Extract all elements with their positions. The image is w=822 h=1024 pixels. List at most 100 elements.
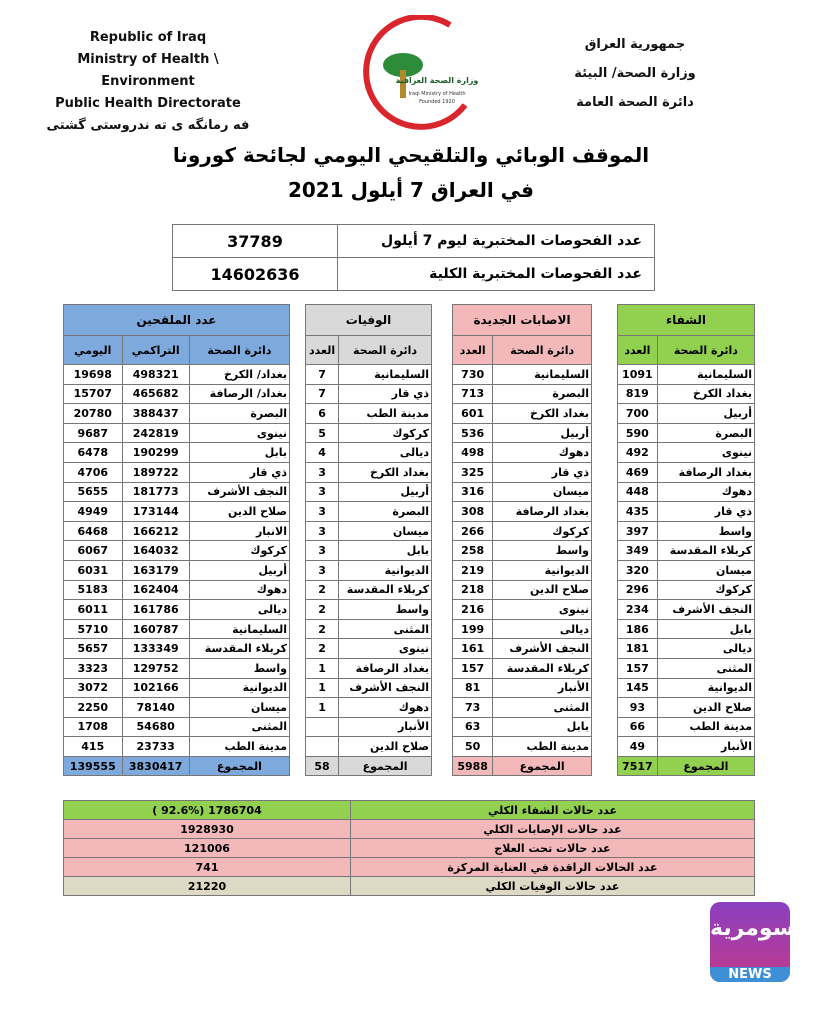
header-line: جمهورية العراق [584,37,686,52]
cell-name: ديالى [492,618,592,640]
cell-number: 536 [451,422,494,444]
logo: وزارة الصحة العراقية Iraqi Ministry of H… [363,15,478,130]
cell-number: 216 [451,599,494,620]
panel-total-row: المجموع 3830417 139555 [63,755,291,777]
cell-number: 5655 [63,481,123,503]
cell-number: 186 [617,618,658,640]
cell-number: 3072 [63,677,123,699]
panel-row: صلاح الدين 173144 4949 [63,501,291,522]
cell-number: 2 [304,638,340,659]
cell-name: الديوانية [656,677,756,699]
cell-number: 819 [617,383,658,405]
panel-row: بغداد/ الرصافة 465682 15707 [63,383,291,405]
cell-number: 3 [304,559,340,581]
cell-number: 6011 [63,599,123,620]
cell-name: ذي قار [188,461,291,483]
panel-title: عدد الملقحين [63,304,290,336]
cell-name: دهوك [338,697,432,718]
cell-name: بغداد الرصافة [492,501,592,522]
cell-number: 23733 [121,736,190,757]
cell-number: 49 [617,736,658,757]
panel-row: أربيل 163179 6031 [63,559,291,581]
cell-number: 242819 [121,422,190,444]
panel-row: كركوك 296 [617,579,756,601]
cell-number: 50 [451,736,494,757]
cell-number: 308 [451,501,494,522]
panel-row: نينوى 242819 9687 [63,422,291,444]
column-header: العدد [451,335,494,365]
cell-name: الديوانية [338,559,432,581]
summary-label: عدد الحالات الراقدة في العناية المركزة [350,857,755,877]
cell-name: المثنى [338,618,432,640]
total-cell: 3830417 [121,755,190,777]
cell-number: 2 [304,618,340,640]
panel-total-row: المجموع 5988 [451,755,592,777]
cell-number: 266 [451,520,494,542]
title: في العراق 7 أيلول 2021 [287,178,535,202]
cell-number: 9687 [63,422,123,444]
cell-number: 465682 [121,383,190,405]
cell-number: 5 [304,422,340,444]
cell-name: بابل [492,716,592,738]
summary-row: عدد الحالات الراقدة في العناية المركزة 74… [63,857,755,877]
column-header: اليومي [63,335,123,365]
cell-number: 66 [617,716,658,738]
panel-title: الوفيات [305,304,432,336]
panel-row: البصرة 590 [617,422,756,444]
cell-name: ذي قار [492,461,592,483]
cell-name: ميسان [492,481,592,503]
panel-row: دهوك 448 [617,481,756,503]
total-cell: 7517 [617,755,658,777]
panel-row: كربلاء المقدسة 157 [451,657,592,679]
cell-name: النجف الأشرف [492,638,592,659]
tests-value: 14602636 [172,257,338,291]
cell-name: بغداد الكرخ [338,461,432,483]
cell-number: 164032 [121,540,190,561]
cell-number: 166212 [121,520,190,542]
panel-row: الديوانية 145 [617,677,756,699]
cell-name: مدينة الطب [656,716,756,738]
panel-row: البصرة 388437 20780 [63,403,291,424]
cell-number: 81 [451,677,494,699]
cell-number: 1708 [63,716,123,738]
panel-row: بغداد الكرخ 819 [617,383,756,405]
cell-name: نينوى [338,638,432,659]
cell-name: أربيل [188,559,291,581]
cell-number: 5657 [63,638,123,659]
header-line: Public Health Directorate [55,96,241,111]
panel-row: ميسان 3 [304,520,432,542]
column-header: دائرة الصحة [656,335,756,365]
column-header: دائرة الصحة [492,335,592,365]
cell-name: دهوك [656,481,756,503]
cell-name: السليمانية [188,618,291,640]
cell-number: 3 [304,481,340,503]
tests-table: عدد الفحوصات المختبرية ليوم 7 أيلول 37789… [172,224,655,291]
total-cell: المجموع [188,755,291,777]
cell-number: 6067 [63,540,123,561]
cell-number: 157 [617,657,658,679]
panel-row: النجف الأشرف 1 [304,677,432,699]
panel-row: كربلاء المقدسة 349 [617,540,756,561]
cell-number: 325 [451,461,494,483]
panel-row: المثنى 54680 1708 [63,716,291,738]
panel-row: دهوك 162404 5183 [63,579,291,601]
summary-label: عدد حالات الإصابات الكلي [350,819,755,839]
cell-number: 173144 [121,501,190,522]
panel-row: النجف الأشرف 234 [617,599,756,620]
panel-total-row: المجموع 58 [304,755,432,777]
cell-name: البصرة [188,403,291,424]
panel-table: الوفيات دائرة الصحة العدد السليمانية 7 ذي قار… [304,304,432,777]
cell-name: بابل [188,442,291,463]
cell-name: واسط [656,520,756,542]
panel-row: واسط 258 [451,540,592,561]
summary-label: عدد حالات الوفيات الكلي [350,876,755,896]
panel-row: كربلاء المقدسة 2 [304,579,432,601]
panel-row: النجف الأشرف 161 [451,638,592,659]
cell-name: أربيل [338,481,432,503]
cell-name: ميسان [656,559,756,581]
panel-row: ميسان 78140 2250 [63,697,291,718]
column-header: العدد [617,335,658,365]
cell-number: 129752 [121,657,190,679]
panel-row: بغداد/ الكرخ 498321 19698 [63,364,291,385]
